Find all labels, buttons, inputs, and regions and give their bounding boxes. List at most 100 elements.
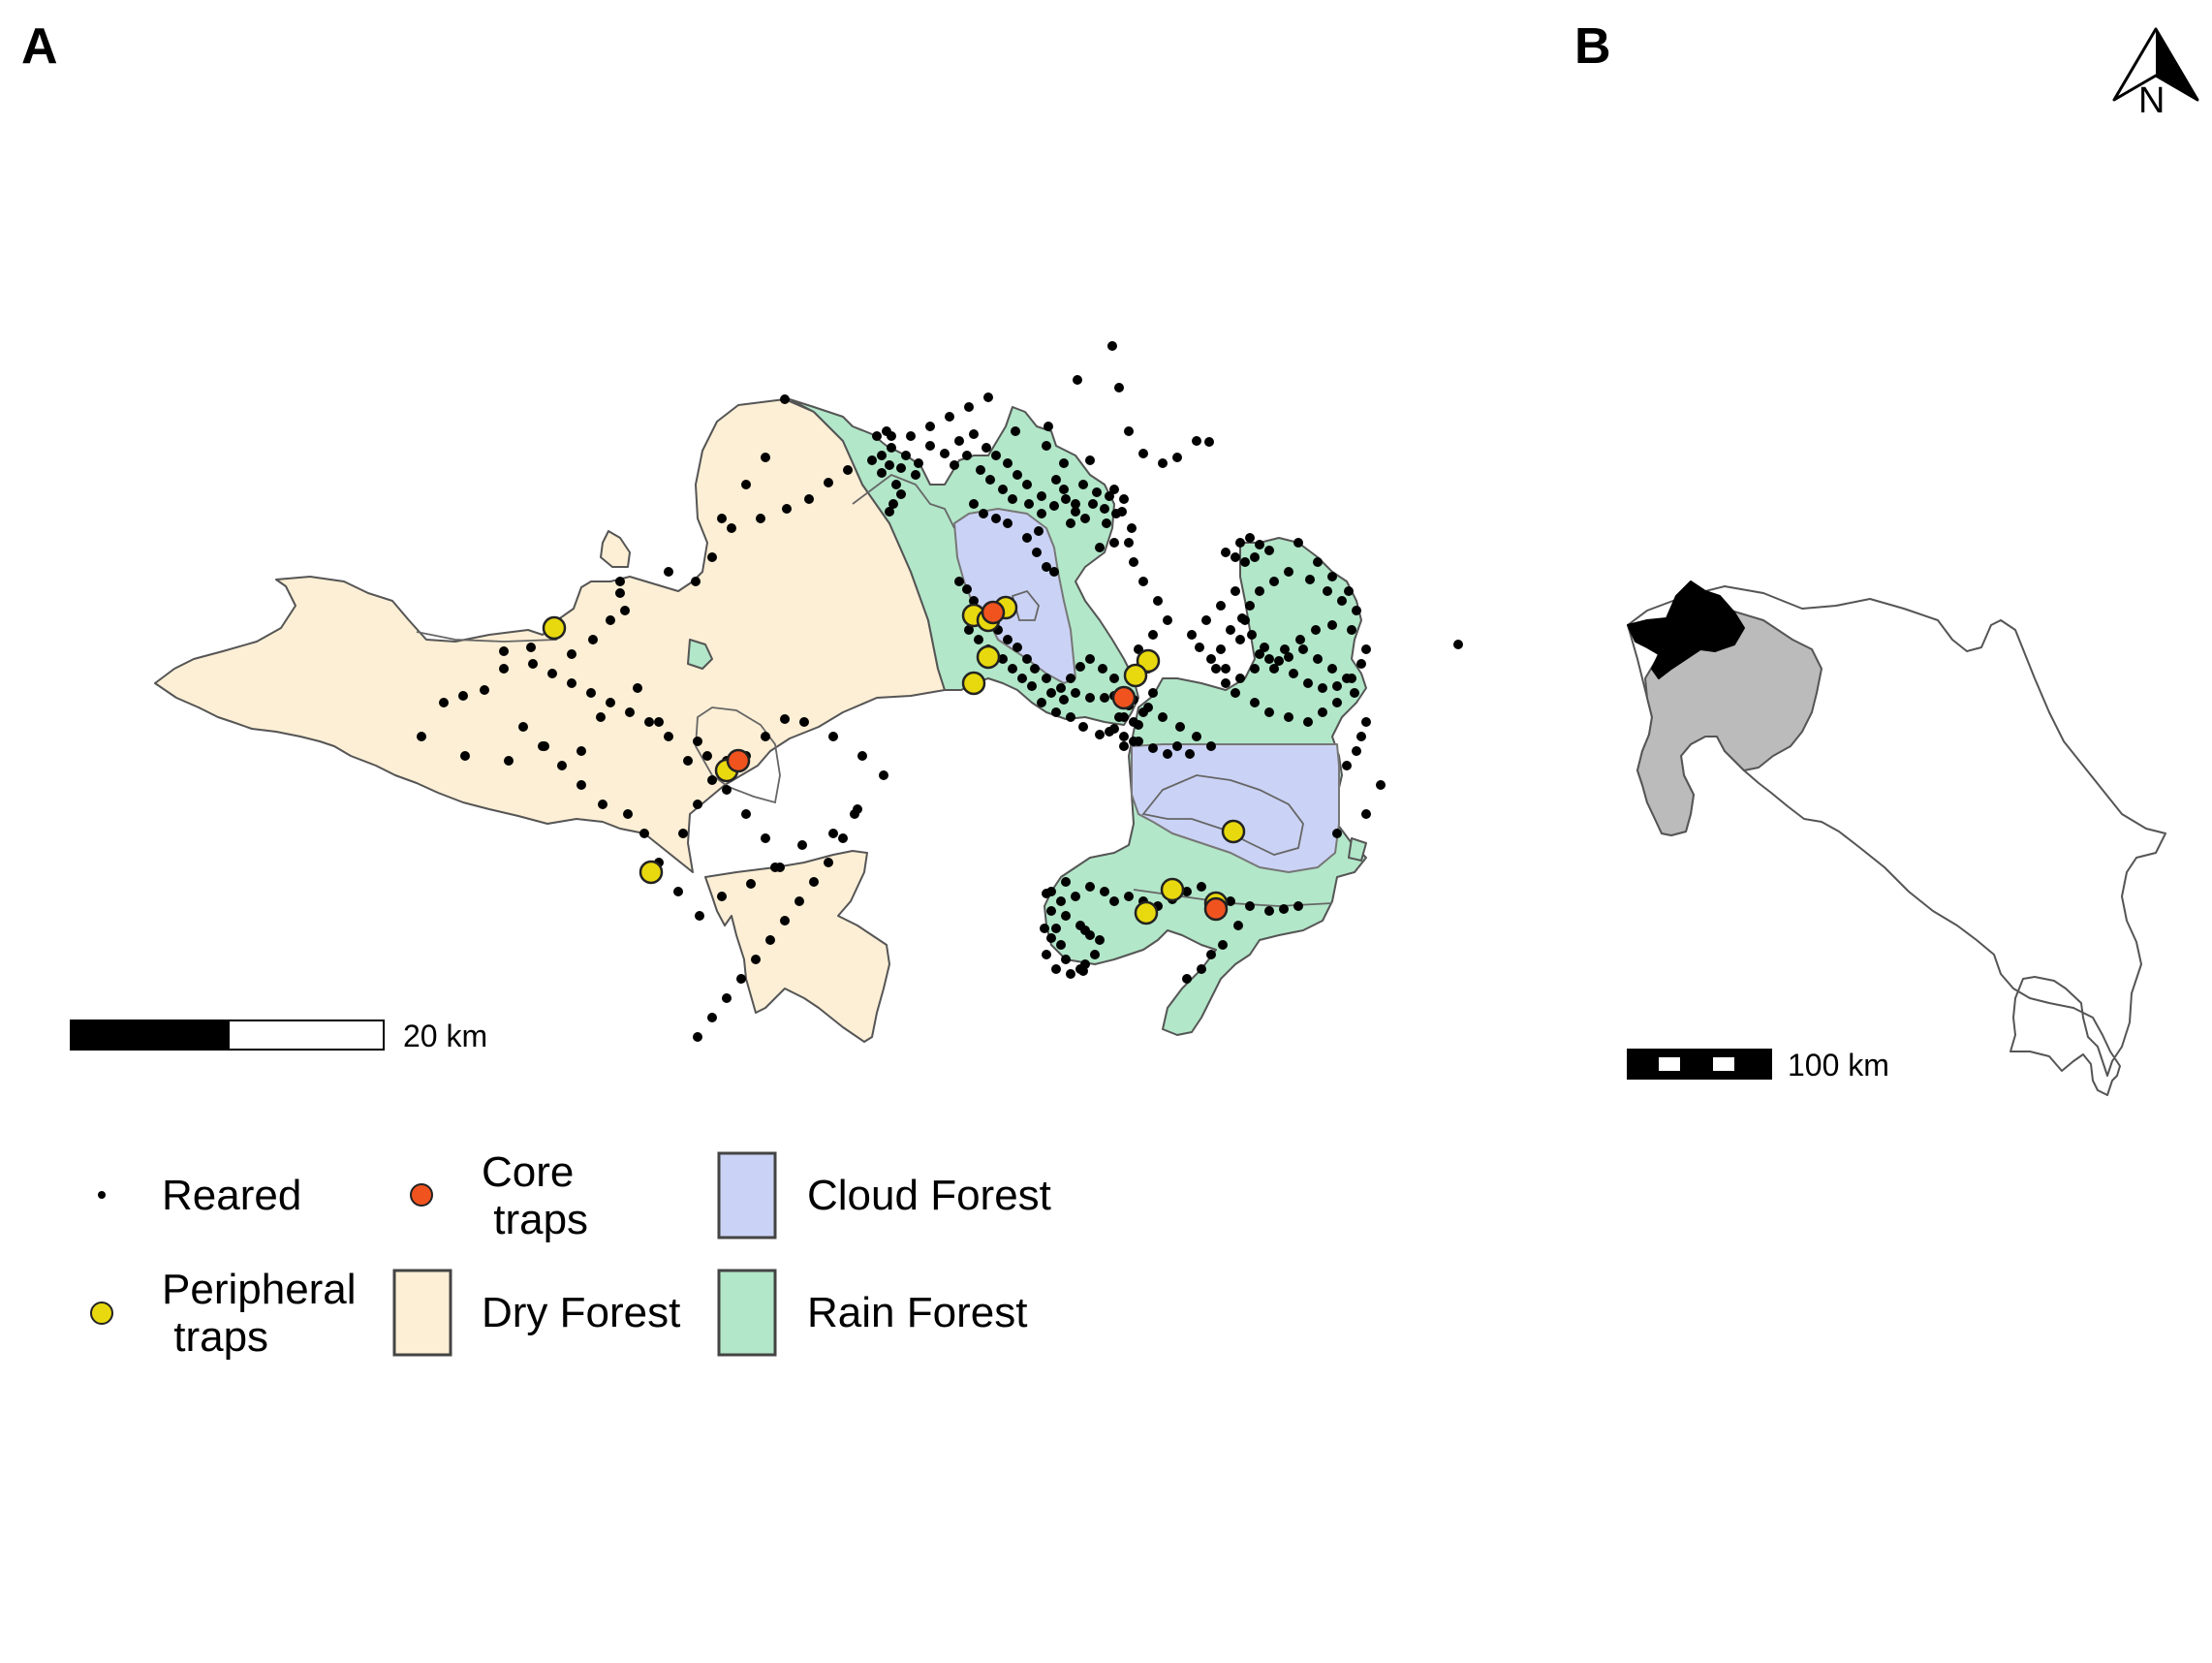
reared-point xyxy=(1260,643,1269,652)
reared-point xyxy=(896,489,906,499)
reared-point xyxy=(888,499,898,509)
legend-peripheral-traps-label: Peripheral traps xyxy=(162,1266,357,1361)
legend-core-trap-icon xyxy=(410,1183,433,1207)
reared-point xyxy=(911,470,920,480)
reared-point xyxy=(1352,746,1361,756)
legend-rain-forest-label: Rain Forest xyxy=(807,1289,1028,1336)
inset-scale-bar xyxy=(1627,1049,1772,1080)
reared-point xyxy=(1182,974,1192,984)
reared-point xyxy=(981,443,991,453)
reared-point xyxy=(1124,892,1134,901)
reared-point xyxy=(1172,741,1182,751)
reared-point xyxy=(1280,644,1290,654)
reared-point xyxy=(1284,567,1293,577)
reared-point xyxy=(1245,901,1255,911)
reared-point xyxy=(1211,664,1221,674)
trap-points xyxy=(542,595,1246,926)
reared-point xyxy=(1061,494,1071,504)
reared-point xyxy=(1008,494,1017,504)
dry-forest-region xyxy=(154,398,946,1043)
legend-cloud-forest-swatch xyxy=(717,1151,777,1239)
reared-point xyxy=(1017,674,1027,683)
reared-point xyxy=(693,737,702,746)
reared-point xyxy=(1235,674,1245,683)
reared-point xyxy=(1061,955,1071,964)
reared-point xyxy=(954,436,964,446)
reared-point xyxy=(1056,683,1066,693)
reared-point xyxy=(1221,664,1231,674)
reared-point xyxy=(1206,950,1216,959)
reared-point xyxy=(824,478,833,487)
panel-a-label: A xyxy=(21,18,58,75)
reared-point xyxy=(1037,491,1046,501)
reared-point xyxy=(1027,681,1037,691)
reared-point xyxy=(1284,652,1293,662)
reared-point xyxy=(1187,630,1197,640)
reared-point xyxy=(1071,499,1080,509)
reared-point xyxy=(809,877,819,887)
reared-point xyxy=(1056,940,1066,950)
reared-point xyxy=(1153,596,1163,606)
reared-point xyxy=(1080,926,1090,935)
legend-reared-label: Reared xyxy=(162,1172,302,1219)
reared-point xyxy=(979,509,988,518)
reared-point xyxy=(761,833,770,843)
reared-point xyxy=(1046,688,1056,698)
reared-point xyxy=(799,717,809,727)
reared-point xyxy=(538,741,547,751)
reared-point xyxy=(1102,518,1111,528)
reared-point xyxy=(1361,644,1371,654)
reared-point xyxy=(976,465,985,475)
reared-point xyxy=(547,669,557,678)
reared-point xyxy=(1221,548,1231,557)
reared-point xyxy=(576,780,586,790)
reared-point xyxy=(1148,688,1158,698)
reared-point xyxy=(1226,896,1235,906)
reared-point xyxy=(925,422,935,431)
cloud-forest-east xyxy=(1131,743,1340,873)
reared-point xyxy=(1231,688,1240,698)
reared-point xyxy=(1350,688,1359,698)
reared-point xyxy=(1361,717,1371,727)
reared-point xyxy=(1226,625,1235,635)
reared-point xyxy=(1095,935,1105,945)
reared-point xyxy=(1008,664,1017,674)
reared-point xyxy=(969,596,979,606)
reared-point xyxy=(770,863,780,872)
reared-point xyxy=(1192,732,1201,741)
reared-point xyxy=(1078,966,1088,976)
reared-point xyxy=(499,664,509,674)
reared-point xyxy=(1114,383,1124,392)
reared-point xyxy=(1090,950,1100,959)
reared-point xyxy=(1201,615,1211,625)
reared-point xyxy=(1197,964,1206,974)
reared-point xyxy=(853,804,862,814)
reared-point xyxy=(1095,730,1105,739)
reared-point xyxy=(867,455,877,465)
reared-point xyxy=(1235,538,1245,548)
reared-point xyxy=(1216,644,1226,654)
reared-point xyxy=(964,625,974,635)
reared-point xyxy=(1119,732,1129,741)
reared-point xyxy=(1250,698,1260,707)
reared-point xyxy=(1059,458,1069,468)
reared-point xyxy=(1003,458,1013,468)
reared-point xyxy=(1037,509,1046,518)
reared-point xyxy=(1127,523,1137,533)
panel-b-label: B xyxy=(1574,18,1611,75)
reared-point xyxy=(1337,596,1347,606)
reared-point xyxy=(998,654,1008,664)
reared-point xyxy=(1327,664,1337,674)
reared-point xyxy=(691,577,701,586)
reared-point xyxy=(1046,906,1056,916)
reared-point xyxy=(1051,964,1061,974)
scale-bar-white xyxy=(228,1020,385,1051)
reared-point xyxy=(633,683,642,693)
reared-point xyxy=(1356,659,1366,669)
reared-point xyxy=(1332,681,1342,691)
reared-point xyxy=(901,451,911,460)
reared-point xyxy=(1107,341,1117,351)
reared-point xyxy=(1279,904,1289,914)
reared-point xyxy=(586,688,596,698)
